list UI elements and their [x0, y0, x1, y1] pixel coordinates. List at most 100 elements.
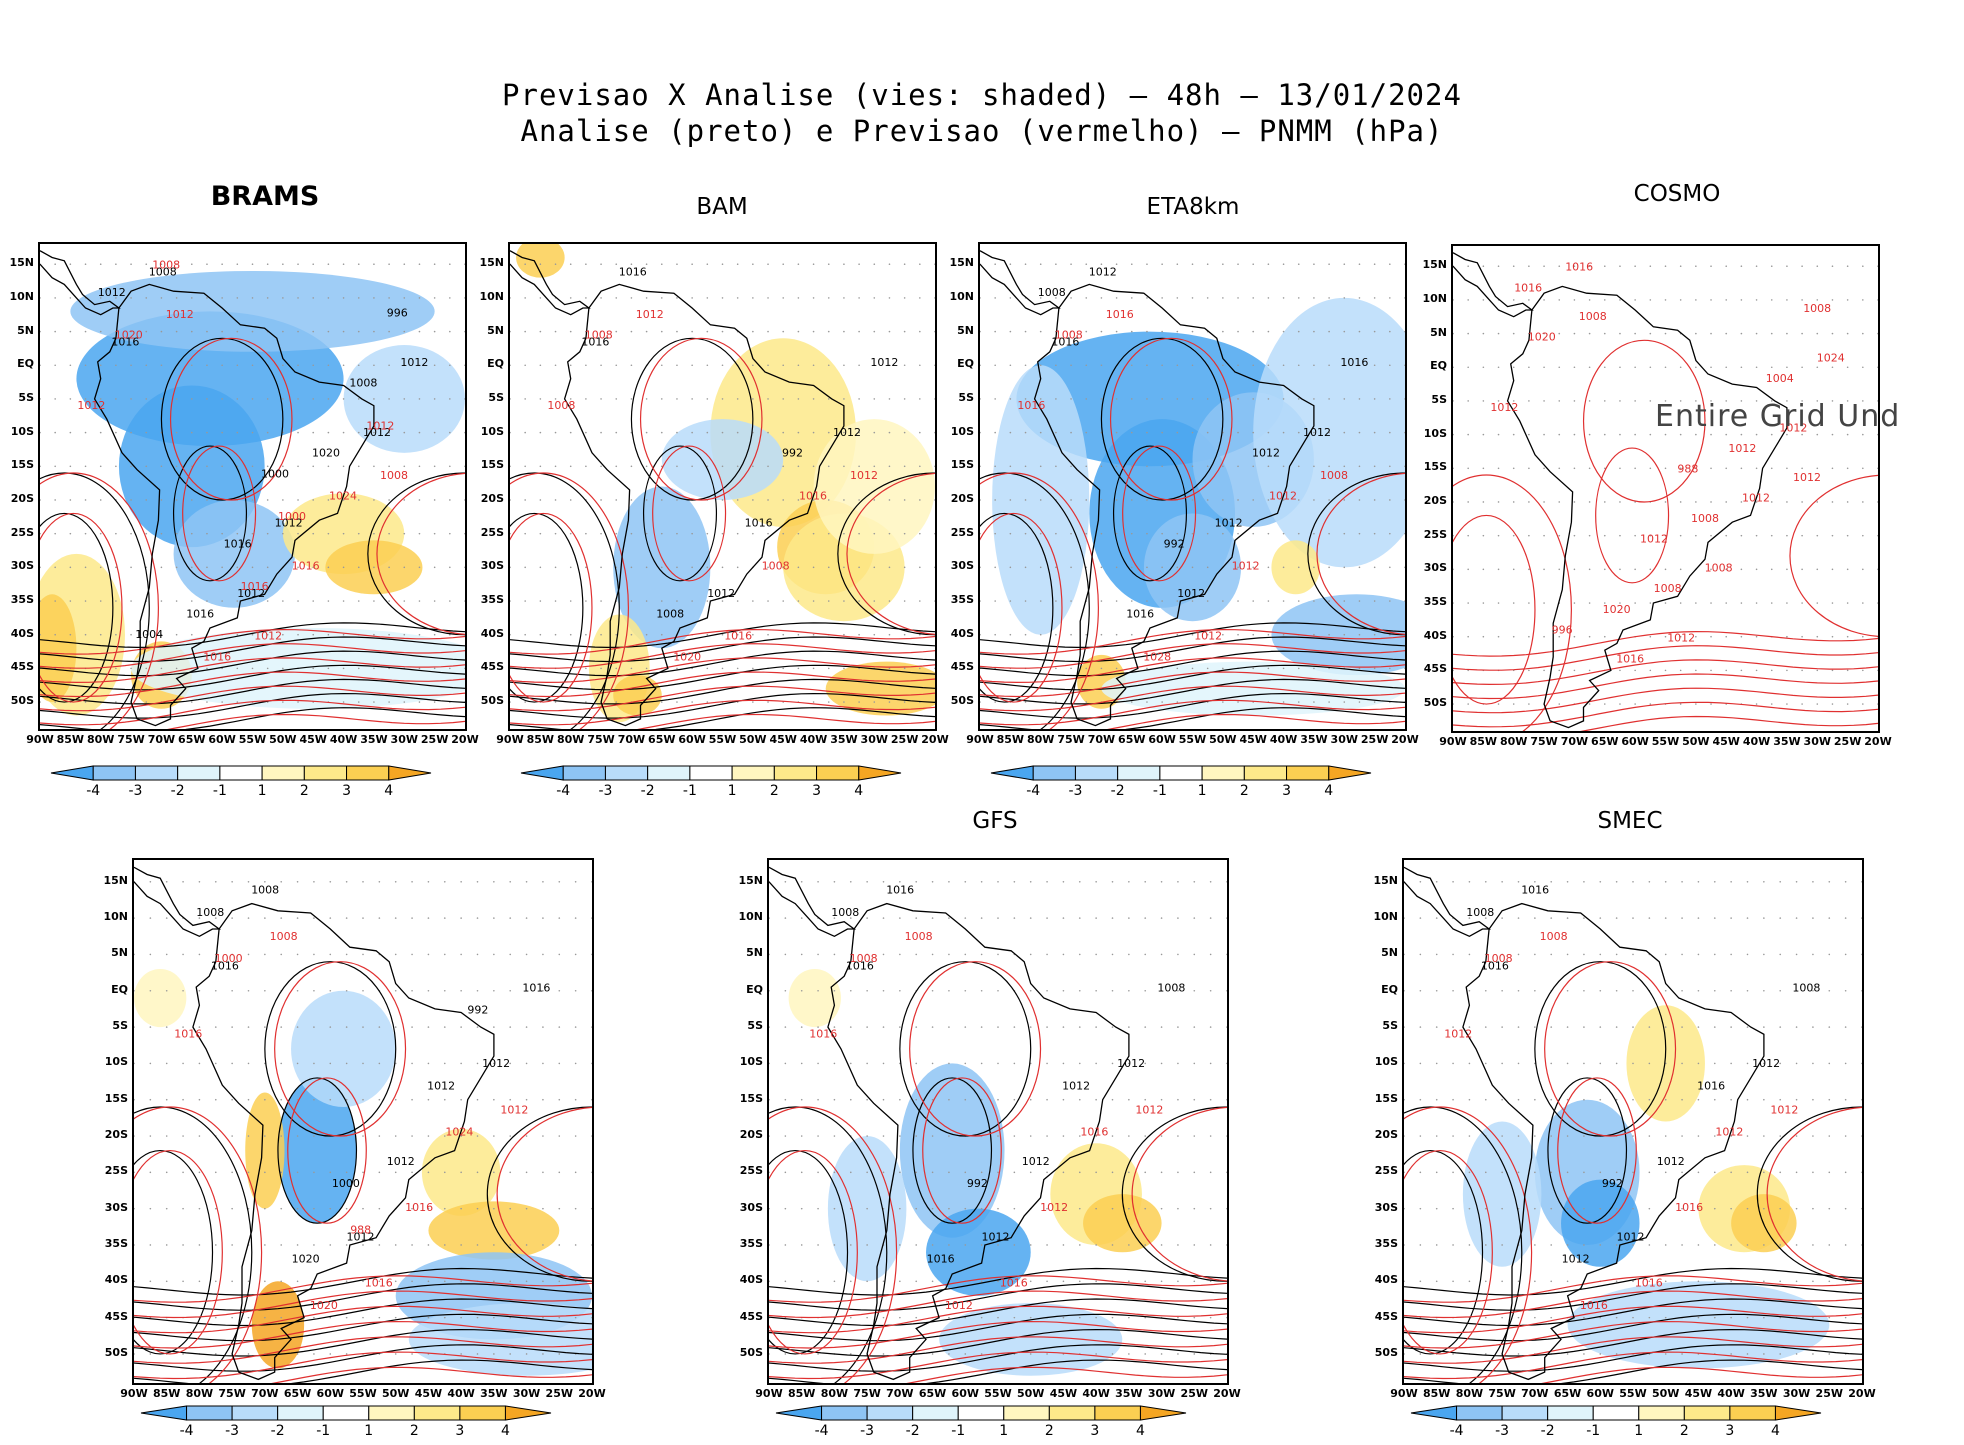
- analysis-isobar: [1100, 337, 1224, 501]
- analysis-isobar: [40, 622, 465, 649]
- isobar-label: 1008: [547, 399, 575, 412]
- analysis-isobar: [630, 337, 754, 501]
- lat-tick-label: 10S: [1374, 1055, 1398, 1069]
- forecast-isobar: [769, 1320, 1227, 1349]
- forecast-isobar: [1316, 472, 1405, 635]
- isobar-label: 1008: [380, 469, 408, 482]
- lat-tick-label: 10N: [9, 289, 34, 303]
- lat-tick-label: 25S: [104, 1164, 128, 1178]
- forecast-isobar: [1582, 339, 1706, 503]
- analysis-isobar: [769, 1149, 849, 1355]
- isobar-label: 1012: [1022, 1155, 1050, 1168]
- colorbar-swatch: [990, 765, 1034, 781]
- analysis-isobar: [642, 445, 718, 582]
- lon-tick-label: 40W: [1269, 733, 1298, 746]
- lat-tick-label: 20S: [10, 491, 34, 505]
- lat-tick-label: EQ: [487, 357, 504, 371]
- isobar-label: 1012: [1194, 630, 1222, 643]
- isobar-label: 1016: [1675, 1201, 1703, 1214]
- isobar-label: 1008: [1038, 286, 1066, 299]
- lon-tick-label: 20W: [1213, 1387, 1241, 1400]
- lat-tick-label: 10N: [738, 910, 763, 924]
- lon-tick-label: 40W: [1717, 1387, 1745, 1400]
- forecast-isobar: [639, 337, 763, 501]
- lon-tick-label: 55W: [349, 1387, 377, 1400]
- lon-tick-label: 85W: [152, 1387, 181, 1400]
- colorbar-swatch: [821, 1405, 868, 1421]
- lat-tick-label: 5S: [747, 1019, 763, 1033]
- isobar-label: 992: [1164, 537, 1185, 550]
- isobar-label: 1008: [251, 884, 279, 897]
- colorbar-label: -3: [860, 1423, 875, 1439]
- isobar-label: 1008: [905, 930, 933, 943]
- isobar-label: 1012: [870, 356, 898, 369]
- bias-shade: [291, 990, 396, 1107]
- south-america-coastline: [93, 283, 375, 727]
- isobar-label: 1016: [292, 560, 320, 573]
- lon-tick-label: 85W: [787, 1387, 816, 1400]
- colorbar-label: 4: [854, 783, 864, 799]
- bias-shade: [788, 968, 841, 1028]
- isobar-label: 1016: [846, 959, 874, 972]
- colorbar-swatch: [957, 1405, 1005, 1421]
- forecast-isobar: [922, 1077, 1002, 1224]
- colorbar-gfs: -4 -3 -2 -1 1 2 3 4: [775, 1405, 1187, 1445]
- title-line-1: Previsao X Analise (vies: shaded) — 48h …: [502, 78, 1462, 112]
- lon-tick-label: 25W: [420, 733, 449, 746]
- forecast-isobar: [40, 628, 465, 655]
- map-canvas-smec: 1016101210121016101210081012101610089921…: [1404, 866, 1862, 1383]
- colorbar-swatch: [219, 765, 263, 781]
- isobar-label: 1016: [1017, 399, 1045, 412]
- forecast-isobar: [40, 657, 465, 684]
- central-america-coastline: [769, 866, 857, 938]
- lon-tick-label: 35W: [480, 1387, 508, 1400]
- colorbar-bam: -4 -3 -2 -1 1 2 3 4: [520, 765, 902, 805]
- analysis-isobar: [510, 707, 935, 729]
- isobar-label: 1016: [1697, 1079, 1725, 1092]
- lon-tick-label: 25W: [890, 733, 919, 746]
- colorbar-label: 2: [409, 1423, 419, 1439]
- analysis-isobar: [134, 1298, 592, 1327]
- lat-tick-label: 5S: [112, 1019, 128, 1033]
- lon-tick-label: 85W: [1422, 1387, 1451, 1400]
- analysis-isobar: [769, 1283, 1227, 1311]
- analysis-isobar: [510, 622, 935, 649]
- lat-tick-label: 10S: [104, 1055, 128, 1069]
- lat-tick-label: 40S: [480, 626, 504, 640]
- forecast-isobar: [769, 1336, 1227, 1364]
- isobar-label: 1012: [1303, 426, 1331, 439]
- lat-tick-label: 50S: [480, 694, 504, 708]
- lat-tick-label: 10S: [10, 424, 34, 438]
- map-panel-eta: 1016 1012 1012 1012 1012 1016 1016 1012 1008 992 1…: [978, 242, 1407, 731]
- lat-tick-label: 25S: [739, 1164, 763, 1178]
- colorbar-swatch: [1139, 1405, 1187, 1421]
- bias-shade: [613, 675, 662, 716]
- lon-tick-label: 45W: [1049, 1387, 1078, 1400]
- lat-tick-label: 50S: [1423, 696, 1447, 710]
- map-canvas-gfs: 1016101210121016101210081016101210089921…: [769, 866, 1227, 1383]
- map-canvas-cosmo: 1012 1012 1008 1008 1012 1016 1012 1020 1008 1012…: [1453, 252, 1878, 731]
- lon-tick-label: 75W: [218, 1387, 246, 1400]
- forecast-isobar: [1453, 687, 1878, 714]
- lat-tick-label: 5N: [957, 323, 974, 337]
- forecast-isobar: [510, 699, 935, 726]
- analysis-isobar: [980, 692, 1405, 719]
- lat-tick-label: 45S: [1423, 662, 1447, 676]
- isobar-label: 1000: [332, 1177, 360, 1190]
- lon-tick-label: 35W: [360, 733, 388, 746]
- lon-tick-label: 70W: [251, 1387, 279, 1400]
- panel-title-smec: SMEC: [1597, 808, 1663, 834]
- analysis-isobar: [980, 650, 1405, 677]
- lat-tick-label: 15N: [949, 256, 974, 270]
- forecast-isobar: [510, 685, 935, 712]
- isobar-label: 1016: [1000, 1277, 1028, 1290]
- forecast-isobar: [1580, 715, 1878, 731]
- lon-tick-label: 60W: [1586, 1387, 1614, 1400]
- colorbar-swatch: [1094, 1405, 1141, 1421]
- forecast-isobar: [1122, 445, 1197, 582]
- analysis-isobar: [134, 1283, 592, 1311]
- isobar-label: 1016: [224, 537, 252, 550]
- isobar-label: 1008: [1055, 329, 1083, 342]
- lat-tick-label: 20S: [1423, 493, 1447, 507]
- analysis-isobar: [980, 678, 1405, 705]
